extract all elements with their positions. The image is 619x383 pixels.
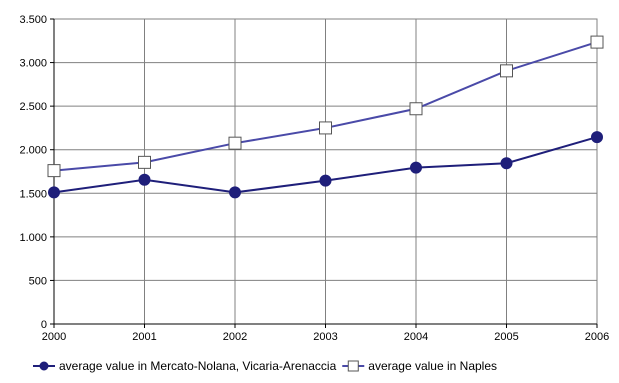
x-tick-label: 2002 xyxy=(223,331,247,343)
legend-item: average value in Naples xyxy=(342,359,497,373)
y-tick-label: 0 xyxy=(41,319,47,331)
x-tick-label: 2005 xyxy=(494,331,518,343)
x-tick-label: 2003 xyxy=(313,331,337,343)
data-point xyxy=(500,157,513,170)
series-group xyxy=(47,35,604,178)
data-point xyxy=(500,64,513,78)
legend-label: average value in Mercato-Nolana, Vicaria… xyxy=(59,359,337,373)
series-group xyxy=(48,131,603,199)
grid-lines xyxy=(54,18,598,324)
data-point xyxy=(591,131,603,144)
legend-marker xyxy=(39,361,49,371)
data-point xyxy=(48,186,60,199)
x-tick-label: 2006 xyxy=(585,331,609,343)
y-tick-label: 3.500 xyxy=(19,14,47,26)
y-tick-label: 2.000 xyxy=(19,145,47,157)
legend-marker xyxy=(347,360,359,372)
legend: average value in Mercato-Nolana, Vicaria… xyxy=(33,359,497,373)
data-point xyxy=(228,136,242,150)
legend-label: average value in Naples xyxy=(368,359,497,373)
x-tick-label: 2004 xyxy=(404,331,428,343)
data-point xyxy=(229,186,241,199)
legend-item: average value in Mercato-Nolana, Vicaria… xyxy=(33,359,337,373)
data-point xyxy=(138,173,151,186)
x-tick-label: 2001 xyxy=(132,331,156,343)
data-point xyxy=(590,35,604,49)
tick-labels: 0 500 1.000 1.500 2.000 2.500 3.000 3.500 2000 20… xyxy=(19,14,609,343)
y-tick-label: 2.500 xyxy=(19,101,47,113)
y-tick-label: 1.000 xyxy=(19,232,47,244)
y-tick-label: 1.500 xyxy=(19,188,47,200)
series xyxy=(47,35,604,199)
y-tick-label: 500 xyxy=(29,275,47,287)
data-point xyxy=(410,161,422,174)
data-point xyxy=(319,121,332,135)
y-tick-label: 3.000 xyxy=(19,58,47,70)
data-point xyxy=(47,164,61,178)
data-point xyxy=(138,155,151,169)
x-tick-label: 2000 xyxy=(42,331,66,343)
data-point xyxy=(319,174,332,187)
data-point xyxy=(409,102,423,116)
